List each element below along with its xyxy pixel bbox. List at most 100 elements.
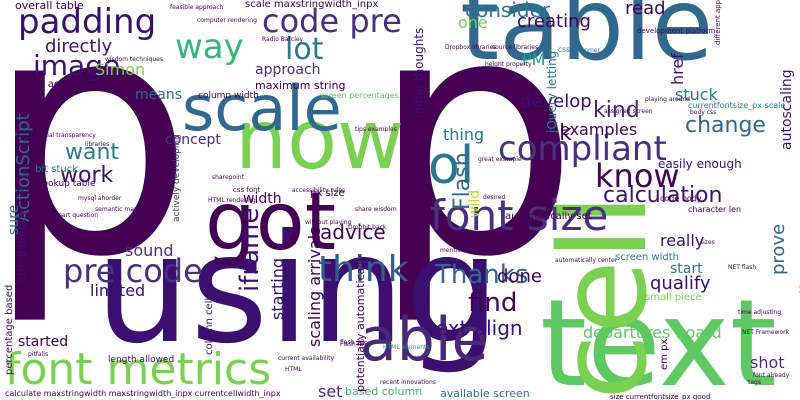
word-90: jQuery letting: [545, 50, 559, 133]
word-45: means: [135, 87, 182, 103]
word-43: directly: [45, 36, 113, 57]
word-29: text align: [428, 316, 523, 340]
word-39: creating: [517, 11, 591, 32]
word-49: sound: [125, 241, 174, 260]
word-60: width: [243, 191, 282, 207]
word-23: iframe: [235, 207, 265, 292]
word-71: small piece: [645, 292, 702, 303]
word-82: length allowed: [108, 355, 175, 365]
word-74: sizes according: [20, 79, 97, 90]
word-58: prove: [768, 223, 789, 275]
word-7: now: [235, 93, 405, 188]
word-15: code pre: [262, 2, 402, 40]
word-50: starting: [268, 257, 287, 320]
word-77: scale maxstringwidth_inpx: [245, 0, 379, 10]
word-37: read: [625, 0, 666, 19]
word-64: PM: [522, 50, 546, 69]
word-106: assigned screen: [604, 108, 653, 115]
word-17: ol: [428, 136, 475, 196]
word-83: column cell: [204, 297, 215, 355]
word-26: work: [60, 163, 114, 188]
word-136: recent innovations: [380, 379, 436, 386]
word-19: compliant: [498, 129, 667, 169]
word-126: flash 3D: [340, 339, 365, 346]
word-75: column width: [198, 91, 259, 101]
word-44: approach: [255, 62, 321, 78]
word-10: scale: [182, 72, 342, 145]
word-116: HTML elements: [383, 344, 430, 351]
word-34: advice: [320, 220, 386, 244]
word-109: height property: [485, 61, 532, 68]
word-18: know: [595, 157, 680, 195]
word-8: got: [205, 175, 337, 268]
word-52: started: [18, 334, 69, 350]
word-21: way: [175, 27, 244, 67]
word-40: develop: [520, 91, 592, 112]
word-38: consider: [465, 0, 551, 22]
word-57: qualify: [650, 273, 711, 294]
word-20: image: [33, 49, 121, 82]
word-14: think: [318, 249, 409, 290]
word-54: stuck: [675, 85, 718, 104]
word-107: Dropbox libraries: [445, 44, 497, 51]
word-2: p: [370, 0, 580, 329]
word-111: playing around: [645, 96, 690, 103]
word-73: overall table: [15, 0, 84, 12]
word-81: lookup table: [40, 179, 96, 189]
word-27: want: [65, 140, 120, 165]
word-101: share wisdom: [355, 206, 397, 213]
word-140: sizes: [700, 239, 715, 246]
word-76: maximum string: [255, 79, 346, 92]
word-80: bit stuck: [35, 164, 78, 175]
word-13: pre code: [63, 252, 203, 290]
word-25: find: [468, 288, 518, 318]
word-93: screen percentages: [320, 91, 399, 100]
word-102: mentioned using: [440, 247, 491, 254]
word-56: start: [670, 261, 703, 277]
word-41: examples: [560, 120, 638, 139]
word-138: desired: [483, 194, 506, 201]
word-117: accessibility rules: [292, 187, 346, 194]
word-132: Radio Barcley: [262, 36, 304, 43]
word-141: tags: [748, 379, 761, 386]
word-70: screen width: [615, 252, 679, 263]
word-97: development platform: [637, 27, 716, 35]
word-79: string length: [15, 211, 28, 282]
word-68: available screen: [440, 387, 530, 400]
word-120: mysql ahorder: [78, 195, 122, 202]
word-32: link: [533, 121, 572, 146]
word-121: sharepoint: [212, 174, 244, 181]
word-59: shot: [750, 353, 785, 372]
word-131: source libraries: [492, 44, 539, 51]
word-85: scaling arrivals: [305, 226, 324, 347]
word-92: css font: [233, 186, 261, 194]
word-129: semantic markup: [95, 206, 148, 213]
word-134: HTML rendering: [208, 197, 256, 204]
word-95: character len: [688, 205, 742, 214]
word-63: one: [458, 13, 488, 32]
word-67: departures board: [583, 323, 722, 342]
word-135: time adjusting: [738, 309, 782, 316]
word-3: using: [95, 203, 501, 377]
word-124: NET Framework: [742, 329, 790, 336]
word-5: table: [460, 0, 714, 83]
word-105: NET flash: [728, 264, 757, 271]
word-86: automatically set: [505, 211, 592, 222]
word-98: feasible approach: [170, 4, 224, 11]
word-118: without playing: [305, 219, 352, 226]
word-55: really: [660, 231, 705, 250]
word-69: based column: [345, 385, 423, 398]
word-115: Flash IDE: [340, 341, 368, 348]
word-94: currentfontsize_px scale: [688, 101, 786, 110]
word-128: great example: [478, 156, 522, 163]
word-104: body css: [690, 109, 717, 116]
word-72: easily enough: [658, 157, 742, 171]
word-24: Thanks: [435, 260, 529, 290]
word-47: concept: [165, 132, 221, 148]
word-100: partial transparency: [35, 132, 96, 139]
word-127: part question: [58, 212, 99, 219]
word-61: wild: [467, 189, 483, 218]
word-31: kind: [593, 98, 640, 123]
word-84: actively developing: [172, 134, 182, 222]
